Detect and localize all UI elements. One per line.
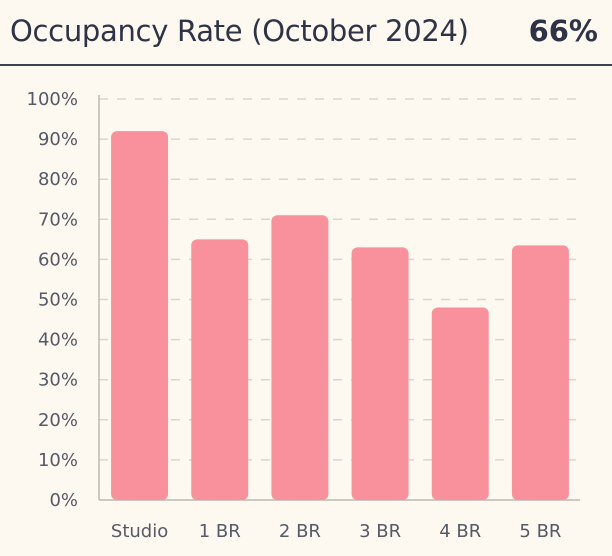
x-tick-label: 5 BR xyxy=(519,521,561,542)
overall-occupancy-value: 66% xyxy=(528,14,598,48)
x-tick-label: Studio xyxy=(111,521,168,542)
y-tick-label: 30% xyxy=(38,370,78,391)
header: Occupancy Rate (October 2024) 66% xyxy=(0,0,612,66)
x-tick-label: 2 BR xyxy=(279,521,321,542)
x-tick-label: 3 BR xyxy=(359,521,401,542)
y-tick-label: 70% xyxy=(38,209,78,230)
y-tick-label: 40% xyxy=(38,330,78,351)
y-tick-label: 90% xyxy=(38,129,78,150)
x-tick-label: 4 BR xyxy=(439,521,481,542)
y-tick-label: 80% xyxy=(38,169,78,190)
bar-studio xyxy=(111,131,169,500)
y-tick-label: 20% xyxy=(38,410,78,431)
y-tick-label: 100% xyxy=(27,89,78,110)
x-tick-label: 1 BR xyxy=(199,521,241,542)
bar-3-br xyxy=(351,247,409,500)
occupancy-bar-chart: 0% 10% 20% 30% 40% 50% 60% 70% 80% 90% 100% Studio 1… xyxy=(27,89,580,542)
bar-5-br xyxy=(511,245,569,500)
y-tick-label: 0% xyxy=(49,490,78,511)
y-tick-label: 10% xyxy=(38,450,78,471)
bar-2-br xyxy=(271,215,329,501)
bar-1-br xyxy=(191,239,249,500)
y-tick-label: 60% xyxy=(38,249,78,270)
y-tick-label: 50% xyxy=(38,290,78,311)
chart-title: Occupancy Rate (October 2024) xyxy=(10,14,469,48)
bar-4-br xyxy=(431,307,489,500)
